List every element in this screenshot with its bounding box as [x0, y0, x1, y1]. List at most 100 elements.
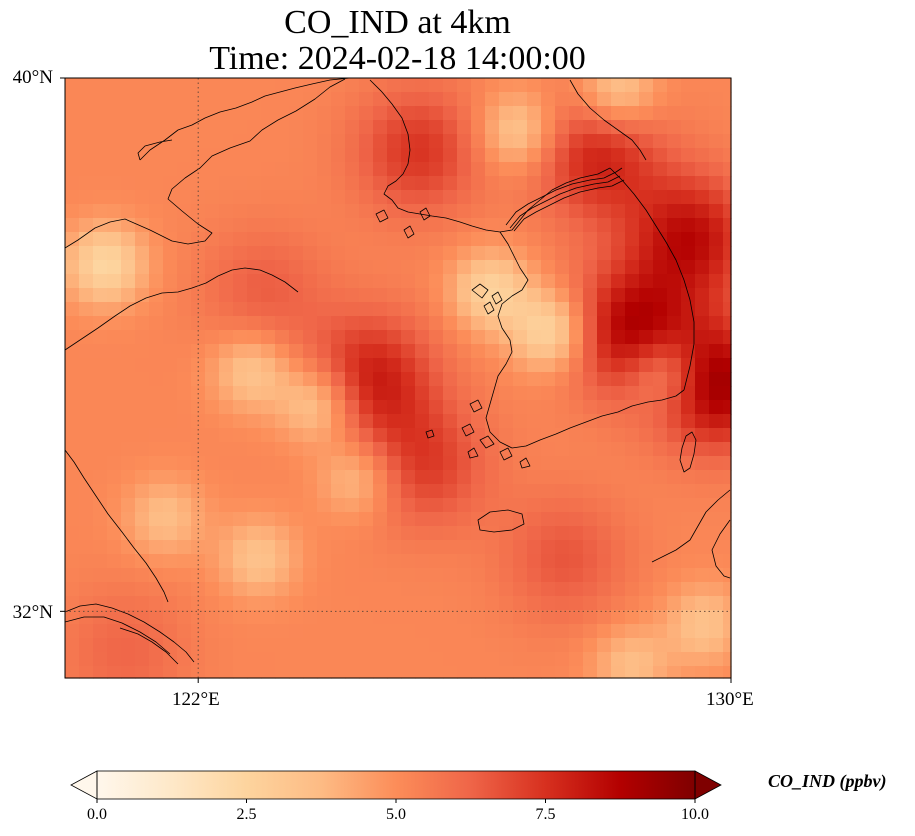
- field-cell: [401, 260, 416, 275]
- field-cell: [135, 372, 150, 387]
- field-cell: [247, 372, 262, 387]
- field-cell: [107, 638, 122, 653]
- field-cell: [401, 246, 416, 261]
- field-cell: [681, 162, 696, 177]
- field-cell: [653, 134, 668, 149]
- field-cell: [93, 624, 108, 639]
- field-cell: [289, 428, 304, 443]
- field-cell: [485, 526, 500, 541]
- field-cell: [429, 666, 444, 679]
- field-cell: [485, 596, 500, 611]
- field-cell: [177, 638, 192, 653]
- field-cell: [65, 176, 80, 191]
- field-cell: [373, 162, 388, 177]
- field-cell: [597, 554, 612, 569]
- field-cell: [513, 78, 528, 93]
- field-cell: [233, 484, 248, 499]
- field-cell: [303, 400, 318, 415]
- field-cell: [723, 92, 732, 107]
- field-cell: [709, 428, 724, 443]
- field-cell: [345, 134, 360, 149]
- field-cell: [485, 176, 500, 191]
- field-cell: [667, 330, 682, 345]
- field-cell: [331, 344, 346, 359]
- field-cell: [205, 302, 220, 317]
- field-cell: [499, 344, 514, 359]
- field-cell: [653, 316, 668, 331]
- field-cell: [611, 666, 626, 679]
- field-cell: [471, 120, 486, 135]
- field-cell: [443, 624, 458, 639]
- field-cell: [457, 666, 472, 679]
- field-cell: [527, 218, 542, 233]
- field-cell: [541, 134, 556, 149]
- field-cell: [331, 652, 346, 667]
- field-cell: [639, 526, 654, 541]
- field-cell: [261, 498, 276, 513]
- map-frame: [64, 77, 732, 679]
- field-cell: [345, 442, 360, 457]
- field-cell: [107, 120, 122, 135]
- field-cell: [289, 498, 304, 513]
- field-cell: [261, 288, 276, 303]
- field-cell: [163, 484, 178, 499]
- field-cell: [93, 400, 108, 415]
- field-cell: [401, 638, 416, 653]
- field-cell: [65, 330, 80, 345]
- field-cell: [303, 512, 318, 527]
- field-cell: [499, 554, 514, 569]
- field-cell: [359, 470, 374, 485]
- field-cell: [499, 428, 514, 443]
- field-cell: [121, 232, 136, 247]
- field-cell: [499, 470, 514, 485]
- field-cell: [163, 218, 178, 233]
- west-sea-islands: [375, 207, 503, 315]
- field-cell: [653, 190, 668, 205]
- field-cell: [527, 106, 542, 121]
- field-cell: [429, 302, 444, 317]
- field-cell: [527, 358, 542, 373]
- field-cell: [457, 498, 472, 513]
- field-cell: [345, 386, 360, 401]
- field-cell: [443, 134, 458, 149]
- field-cell: [247, 78, 262, 93]
- field-cell: [527, 554, 542, 569]
- field-cell: [653, 442, 668, 457]
- field-cell: [219, 456, 234, 471]
- field-cell: [121, 540, 136, 555]
- field-cell: [513, 610, 528, 625]
- field-cell: [471, 106, 486, 121]
- field-cell: [233, 610, 248, 625]
- field-cell: [457, 204, 472, 219]
- field-cell: [401, 372, 416, 387]
- field-cell: [373, 666, 388, 679]
- field-cell: [387, 288, 402, 303]
- field-cell: [485, 470, 500, 485]
- field-cell: [555, 288, 570, 303]
- field-cell: [219, 316, 234, 331]
- field-cell: [93, 92, 108, 107]
- field-cell: [317, 330, 332, 345]
- field-cell: [191, 330, 206, 345]
- field-cell: [681, 148, 696, 163]
- field-cell: [653, 162, 668, 177]
- field-cell: [457, 470, 472, 485]
- field-cell: [275, 568, 290, 583]
- field-cell: [359, 498, 374, 513]
- field-cell: [247, 358, 262, 373]
- field-cell: [639, 134, 654, 149]
- field-cell: [527, 442, 542, 457]
- field-cell: [625, 596, 640, 611]
- field-cell: [639, 596, 654, 611]
- field-cell: [471, 330, 486, 345]
- field-cell: [625, 246, 640, 261]
- field-cell: [443, 204, 458, 219]
- field-cell: [499, 106, 514, 121]
- field-cell: [499, 288, 514, 303]
- field-cell: [317, 148, 332, 163]
- field-cell: [541, 120, 556, 135]
- field-cell: [219, 666, 234, 679]
- field-cell: [443, 456, 458, 471]
- field-cell: [359, 666, 374, 679]
- field-cell: [583, 386, 598, 401]
